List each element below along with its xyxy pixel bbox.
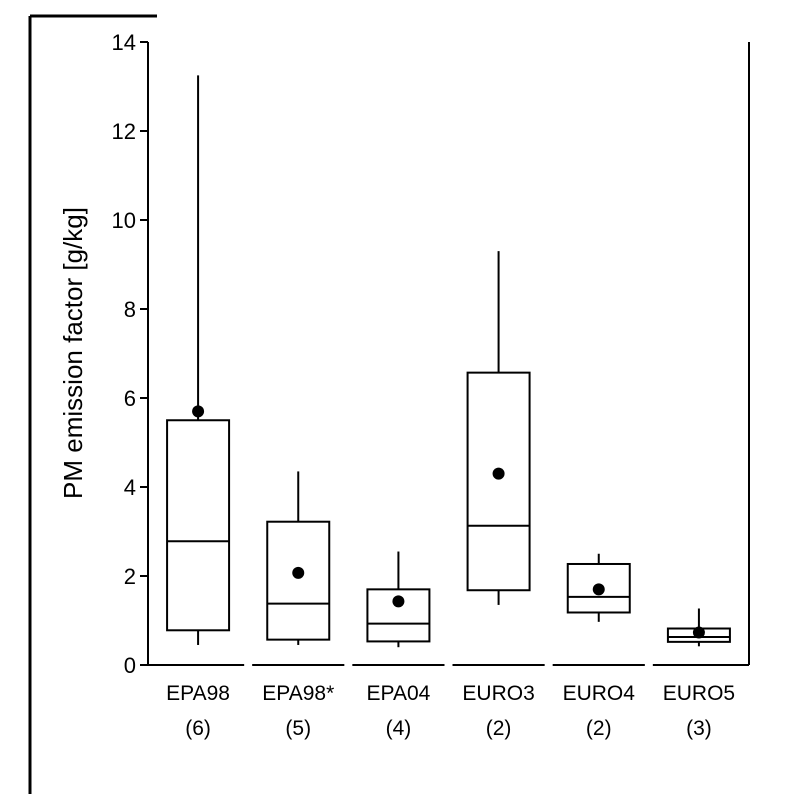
- y-tick-label: 14: [112, 30, 136, 55]
- x-category-label: EPA98: [166, 682, 230, 705]
- y-tick-label: 8: [124, 297, 136, 322]
- boxplot-series: [166, 75, 731, 648]
- box-iqr: [566, 562, 631, 614]
- x-axis-gap: [644, 663, 653, 667]
- y-axis-ticks: 0 2 4 6 8 10 12 14: [112, 30, 148, 678]
- box-epa98: [166, 75, 231, 645]
- x-axis-gap: [344, 663, 353, 667]
- x-category-count: (6): [185, 717, 211, 740]
- mean-point: [492, 467, 505, 480]
- y-tick-label: 2: [124, 564, 136, 589]
- y-tick-label: 4: [124, 475, 136, 500]
- mean-point: [392, 595, 405, 608]
- x-category-count: (2): [586, 717, 612, 740]
- x-category-count: (2): [486, 717, 512, 740]
- y-tick-label: 0: [124, 653, 136, 678]
- mean-point: [292, 566, 305, 579]
- x-category-label: EPA04: [367, 682, 431, 705]
- box-euro5: [666, 608, 731, 647]
- y-tick-label: 6: [124, 386, 136, 411]
- x-category-count: (3): [686, 717, 712, 740]
- box-iqr: [466, 371, 531, 592]
- x-category-count: (4): [386, 717, 412, 740]
- box-epa98: [266, 471, 331, 645]
- x-axis-gap: [444, 663, 453, 667]
- x-category-label: EURO3: [462, 682, 534, 705]
- box-epa04: [366, 551, 431, 648]
- mean-point: [692, 626, 705, 639]
- box-iqr: [166, 419, 231, 632]
- box-euro4: [566, 553, 631, 622]
- x-category-label: EURO4: [563, 682, 636, 705]
- box-iqr: [266, 520, 331, 641]
- x-category-label: EPA98*: [262, 682, 334, 705]
- mean-point: [192, 405, 205, 418]
- y-axis-label: PM emission factor [g/kg]: [58, 207, 88, 499]
- x-axis-gap: [244, 663, 253, 667]
- x-category-count: (5): [285, 717, 311, 740]
- x-axis-gaps: [244, 663, 653, 667]
- mean-point: [592, 583, 605, 596]
- y-tick-label: 12: [112, 119, 136, 144]
- x-axis-labels: EPA98 (6) EPA98* (5) EPA04 (4) EURO3 (2) EURO4 (2…: [166, 682, 735, 740]
- x-axis-gap: [544, 663, 553, 667]
- box-iqr: [366, 588, 431, 643]
- x-category-label: EURO5: [663, 682, 735, 705]
- y-tick-label: 10: [112, 208, 136, 233]
- box-euro3: [466, 251, 531, 605]
